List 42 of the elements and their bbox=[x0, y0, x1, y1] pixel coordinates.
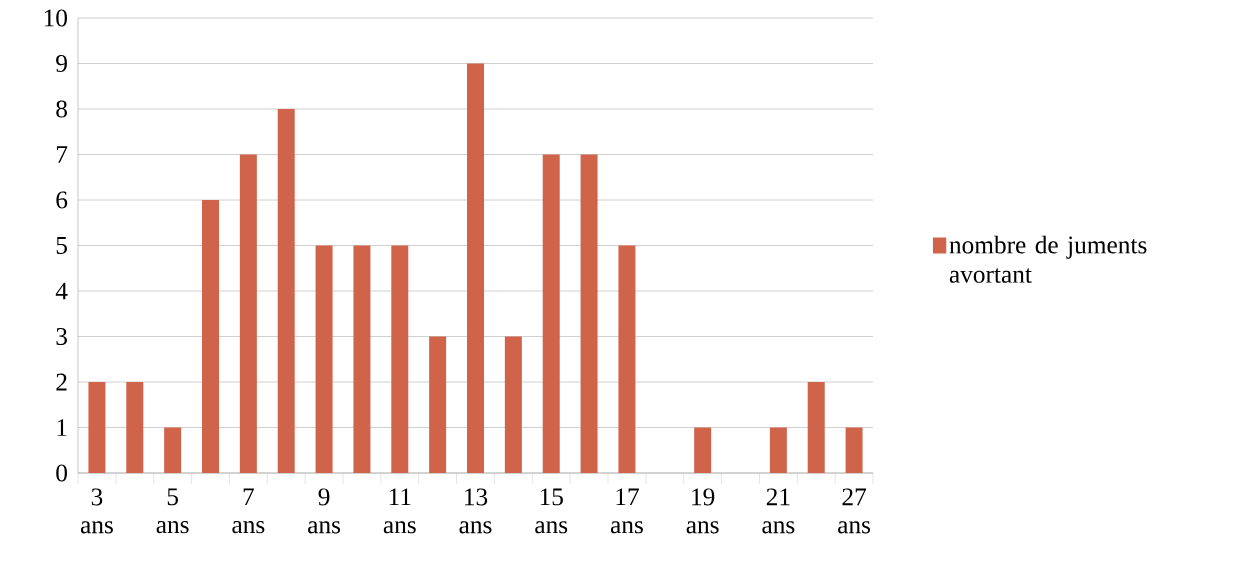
bar bbox=[315, 245, 333, 473]
bar bbox=[239, 154, 257, 473]
x-tick-label: 9 ans bbox=[308, 488, 341, 534]
y-tick-label: 9 bbox=[56, 54, 67, 73]
x-tick-label: 7 ans bbox=[232, 488, 265, 534]
y-tick-label: 6 bbox=[56, 191, 68, 209]
x-tick-label: 27 ans bbox=[838, 488, 871, 534]
bar bbox=[694, 427, 712, 473]
legend-label: nombre de juments avortant bbox=[949, 235, 1147, 283]
y-tick-label: 4 bbox=[55, 282, 68, 300]
bar bbox=[618, 245, 636, 473]
y-tick-label: 3 bbox=[56, 327, 67, 346]
bar bbox=[542, 154, 560, 473]
bar bbox=[353, 245, 371, 473]
x-tick-label: 11 ans bbox=[383, 488, 416, 534]
y-tick-label: 5 bbox=[56, 237, 67, 254]
bar bbox=[807, 382, 825, 473]
bar bbox=[88, 382, 106, 473]
bar bbox=[429, 336, 447, 473]
x-tick-label: 5 ans bbox=[156, 488, 189, 534]
bar bbox=[391, 245, 409, 473]
x-tick-label: 3 ans bbox=[80, 488, 113, 534]
y-tick-label: 0 bbox=[56, 464, 67, 482]
y-tick-label: 10 bbox=[44, 9, 67, 27]
y-tick-label: 1 bbox=[57, 419, 67, 436]
bar bbox=[202, 200, 219, 473]
y-tick-label: 2 bbox=[56, 373, 67, 391]
bar bbox=[277, 109, 295, 473]
bar bbox=[769, 427, 787, 473]
x-tick-label: 19 ans bbox=[686, 488, 719, 534]
bar bbox=[580, 154, 598, 473]
y-tick-label: 8 bbox=[56, 100, 67, 118]
x-tick-label: 17 ans bbox=[610, 488, 643, 534]
x-tick-label: 21 ans bbox=[762, 488, 795, 534]
x-tick-label: 15 ans bbox=[535, 488, 568, 534]
x-tick-label: 13 ans bbox=[459, 488, 492, 534]
bar bbox=[467, 63, 485, 473]
bar bbox=[845, 427, 863, 473]
bar bbox=[126, 382, 144, 473]
bar bbox=[504, 336, 522, 473]
bar bbox=[164, 427, 182, 473]
y-tick-label: 7 bbox=[56, 146, 68, 163]
